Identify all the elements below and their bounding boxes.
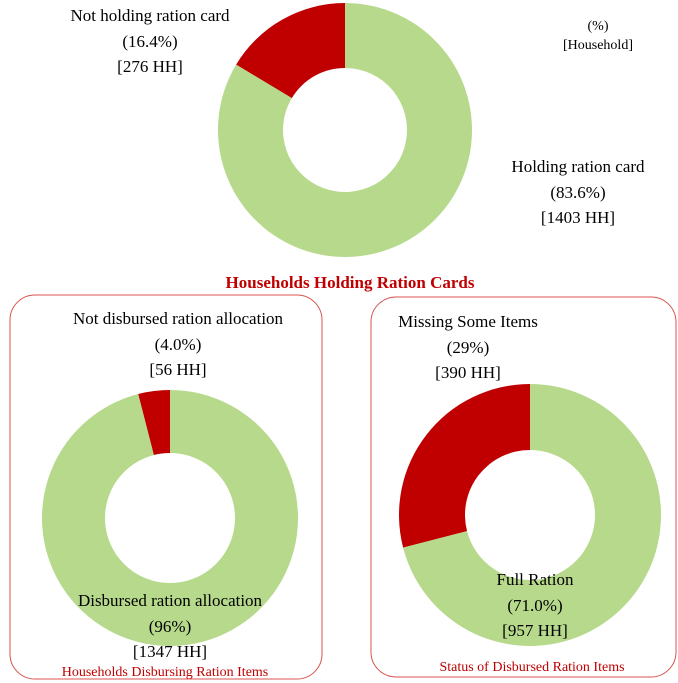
slice-label: Not holding ration card [70, 6, 230, 25]
slice-label: Missing Some Items [398, 312, 538, 331]
chart-title: Households Disbursing Ration Items [62, 665, 269, 680]
donut-slice [218, 3, 473, 257]
count-label: [276 HH] [117, 57, 183, 76]
count-label: [56 HH] [149, 360, 206, 379]
unit-label: [Household] [563, 38, 633, 53]
value-label: (96%) [149, 617, 191, 636]
count-label: [1347 HH] [133, 642, 207, 661]
slice-label: Full Ration [497, 570, 574, 589]
value-label: (16.4%) [122, 32, 177, 51]
count-label: [390 HH] [435, 363, 501, 382]
count-label: [1403 HH] [541, 208, 615, 227]
panel-frame [9, 294, 323, 680]
unit-label: (%) [588, 19, 609, 34]
chart-title: Status of Disbursed Ration Items [439, 660, 624, 675]
value-label: (4.0%) [155, 335, 202, 354]
donut-slice [399, 384, 530, 548]
donut-slice [236, 3, 345, 99]
slice-label: Disbursed ration allocation [78, 591, 263, 610]
chart-title: Households Holding Ration Cards [226, 273, 475, 292]
slice-label: Holding ration card [511, 157, 645, 176]
donut-slice [138, 390, 170, 456]
slice-label: Not disbursed ration allocation [73, 309, 284, 328]
donut-slice [403, 384, 661, 647]
donut-slice [42, 390, 299, 646]
value-label: (71.0%) [507, 596, 562, 615]
value-label: (83.6%) [550, 183, 605, 202]
count-label: [957 HH] [502, 621, 568, 640]
value-label: (29%) [447, 338, 489, 357]
panel-frame [370, 296, 677, 678]
